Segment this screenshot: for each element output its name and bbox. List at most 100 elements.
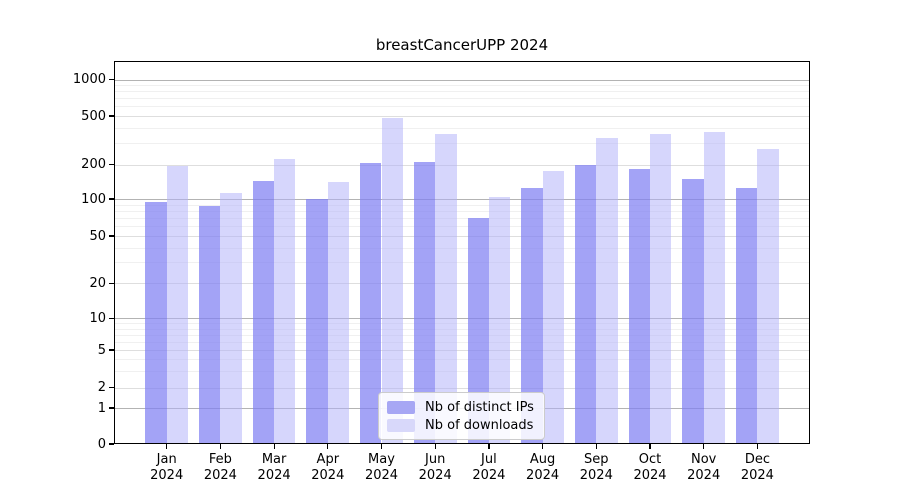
x-tick-label: Sep 2024: [556, 452, 636, 484]
gridline-major: [114, 236, 810, 237]
y-axis-tick: [109, 78, 114, 81]
legend-swatch-distinct-ips: [387, 400, 415, 414]
y-tick-label: 0: [97, 436, 106, 452]
x-tick-year: 2024: [526, 468, 560, 483]
x-axis-tick: [542, 444, 544, 449]
y-axis-tick: [109, 443, 114, 445]
gridline-minor: [114, 262, 810, 264]
gridline-minor: [114, 226, 810, 228]
bar-feb-distinct-ips: [199, 205, 221, 444]
x-axis-tick: [380, 444, 383, 449]
y-axis-tick: [109, 235, 114, 237]
bar-nov-downloads: [703, 132, 726, 444]
y-axis-tick: [109, 349, 114, 351]
gridline-minor: [114, 359, 810, 361]
x-tick-month: Jan: [156, 452, 177, 467]
x-tick-month: Mar: [261, 452, 287, 467]
x-tick-year: 2024: [257, 468, 291, 483]
x-axis-tick: [595, 444, 597, 449]
legend-label-downloads: Nb of downloads: [425, 417, 534, 433]
x-axis-tick: [166, 444, 168, 449]
x-tick-year: 2024: [203, 468, 237, 483]
gridline-minor: [114, 91, 810, 93]
x-tick-month: Oct: [638, 452, 662, 467]
x-axis-tick: [273, 444, 275, 449]
gridline-major-pow10: [114, 199, 810, 200]
y-tick-label: 100: [81, 191, 106, 207]
x-axis-tick: [488, 444, 490, 449]
bar-feb-downloads: [220, 193, 242, 444]
x-tick-label: Jul 2024: [449, 452, 529, 484]
y-tick-label: 1: [97, 400, 106, 416]
y-axis-tick: [109, 386, 114, 389]
gridline-minor: [114, 85, 810, 87]
x-tick-month: Feb: [208, 452, 232, 467]
gridline-major-pow10: [114, 79, 810, 81]
y-tick-label: 5: [97, 342, 106, 358]
gridline-major: [114, 164, 810, 166]
bar-apr-distinct-ips: [306, 199, 328, 444]
x-tick-month: Sep: [584, 452, 609, 467]
x-tick-label: May 2024: [342, 452, 422, 484]
y-axis-tick: [109, 407, 114, 409]
y-axis-tick: [109, 163, 114, 166]
bar-apr-downloads: [327, 181, 350, 444]
bar-mar-distinct-ips: [252, 181, 275, 444]
x-tick-month: Aug: [529, 452, 556, 467]
gridline-major-pow10: [114, 318, 810, 320]
x-tick-year: 2024: [633, 468, 667, 483]
y-axis-tick: [109, 282, 114, 284]
x-tick-label: Oct 2024: [610, 452, 690, 484]
y-tick-label: 20: [89, 275, 106, 291]
x-axis-tick: [756, 444, 759, 449]
x-axis-tick: [703, 444, 705, 449]
y-tick-label: 50: [89, 228, 106, 244]
gridline-minor: [114, 334, 810, 336]
x-axis-tick: [327, 444, 329, 449]
bar-jul-downloads: [488, 197, 511, 444]
bar-mar-downloads: [274, 158, 296, 444]
x-tick-year: 2024: [579, 468, 613, 483]
legend-entry-distinct-ips: Nb of distinct IPs: [387, 398, 536, 416]
bar-sep-downloads: [596, 137, 618, 444]
gridline-minor: [114, 127, 810, 129]
legend-label-distinct-ips: Nb of distinct IPs: [425, 399, 534, 415]
y-tick-label: 500: [81, 108, 106, 124]
x-tick-month: May: [368, 452, 395, 467]
x-tick-year: 2024: [418, 468, 452, 483]
bar-oct-distinct-ips: [628, 168, 650, 444]
legend-entry-downloads: Nb of downloads: [387, 416, 536, 434]
gridline-major: [114, 116, 810, 117]
bar-jan-distinct-ips: [145, 201, 167, 444]
bar-nov-distinct-ips: [682, 179, 704, 444]
plot-area: [114, 61, 810, 444]
legend: Nb of distinct IPs Nb of downloads: [378, 392, 545, 440]
x-tick-month: Nov: [691, 452, 717, 467]
x-tick-month: Jul: [481, 452, 497, 467]
bar-jun-downloads: [435, 134, 457, 444]
gridline-minor: [114, 370, 810, 372]
x-axis-tick: [219, 444, 222, 449]
gridline-minor: [114, 204, 810, 206]
bar-aug-downloads: [542, 171, 564, 444]
y-tick-label: 1000: [72, 72, 106, 87]
gridline-minor: [114, 210, 810, 212]
x-tick-year: 2024: [687, 468, 721, 483]
gridline-major: [114, 350, 810, 351]
bar-sep-distinct-ips: [574, 165, 597, 444]
y-tick-label: 10: [89, 310, 106, 326]
x-axis-tick: [434, 444, 436, 449]
legend-swatch-downloads: [387, 418, 415, 432]
x-tick-label: Dec 2024: [717, 452, 797, 484]
x-tick-label: Mar 2024: [234, 452, 314, 484]
x-tick-month: Dec: [744, 452, 770, 467]
y-tick-label: 2: [97, 380, 106, 395]
y-axis-tick: [109, 198, 114, 200]
gridline-minor: [114, 143, 810, 145]
bar-may-downloads: [381, 117, 403, 444]
gridline-minor: [114, 98, 810, 100]
x-tick-label: Aug 2024: [503, 452, 583, 484]
x-tick-year: 2024: [311, 468, 345, 483]
bar-may-distinct-ips: [360, 163, 382, 444]
